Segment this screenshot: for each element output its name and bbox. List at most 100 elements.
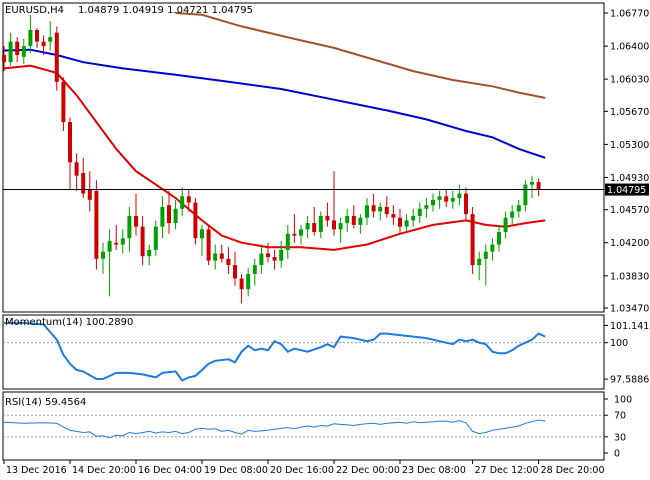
price-tick-label: 1.04200 bbox=[610, 238, 649, 249]
candle bbox=[411, 208, 416, 227]
momentum-line bbox=[4, 322, 546, 382]
price-panel-frame bbox=[2, 2, 605, 313]
candle-body bbox=[160, 206, 165, 227]
candle-body bbox=[490, 244, 495, 252]
candle bbox=[87, 171, 92, 212]
candle bbox=[477, 251, 482, 281]
candle-body bbox=[206, 229, 211, 261]
price-tick-label: 1.06400 bbox=[610, 42, 649, 53]
candle bbox=[239, 274, 244, 304]
candle bbox=[167, 190, 171, 234]
rsi-panel[interactable]: 100 70 30 0 RSI(14) 59.4564 bbox=[2, 391, 632, 461]
candle-body bbox=[371, 205, 376, 212]
candle bbox=[530, 175, 534, 199]
candle-body bbox=[398, 217, 402, 227]
candle bbox=[305, 215, 310, 239]
candle bbox=[35, 28, 39, 48]
momentum-y-axis: 101.141 100 97.5886 bbox=[604, 321, 649, 386]
candle bbox=[107, 229, 112, 297]
candle-body bbox=[384, 206, 389, 215]
candle bbox=[94, 180, 99, 270]
candlestick-series bbox=[2, 14, 541, 304]
candle bbox=[114, 224, 119, 250]
candle bbox=[213, 244, 218, 270]
candle-body bbox=[312, 223, 317, 233]
candle-body bbox=[35, 29, 39, 42]
candle bbox=[490, 238, 495, 261]
candle-body bbox=[140, 226, 145, 257]
candle-body bbox=[120, 238, 125, 245]
candle bbox=[180, 187, 185, 216]
price-tick-label: 1.05670 bbox=[610, 107, 649, 118]
candle-body bbox=[437, 196, 442, 200]
price-panel[interactable]: 1.06770 1.06400 1.06030 1.05670 1.05300 1.049… bbox=[2, 2, 649, 315]
momentum-tick-label: 97.5886 bbox=[610, 375, 649, 386]
candle-body bbox=[239, 278, 244, 290]
candle-body bbox=[153, 226, 158, 250]
momentum-tick-label: 100 bbox=[610, 338, 628, 349]
candle bbox=[457, 184, 462, 206]
momentum-panel[interactable]: 101.141 100 97.5886 Momentum(14) 100.2890 bbox=[2, 314, 649, 390]
candle-body bbox=[8, 41, 13, 63]
candle bbox=[206, 224, 211, 266]
current-price-label: 1.04795 bbox=[607, 185, 646, 196]
candle-body bbox=[180, 196, 185, 209]
candle bbox=[272, 249, 277, 270]
price-tick-label: 1.04570 bbox=[610, 205, 649, 216]
candle bbox=[81, 157, 86, 199]
candle-body bbox=[424, 205, 429, 209]
candle-body bbox=[21, 46, 26, 57]
candle-body bbox=[523, 184, 528, 206]
candle bbox=[398, 208, 402, 234]
candle bbox=[160, 196, 165, 239]
candle bbox=[417, 202, 422, 224]
candle bbox=[252, 258, 257, 286]
candle-body bbox=[378, 206, 383, 212]
candle bbox=[61, 77, 66, 131]
time-tick-label: 23 Dec 08:00 bbox=[402, 465, 466, 476]
candle-body bbox=[530, 181, 534, 185]
candle bbox=[74, 153, 79, 191]
rsi-tick-label: 0 bbox=[614, 449, 620, 460]
price-tick-label: 1.03830 bbox=[610, 271, 649, 282]
candle-body bbox=[292, 233, 297, 236]
candle-body bbox=[74, 162, 79, 176]
candle-body bbox=[325, 215, 330, 221]
candle-body bbox=[94, 190, 99, 259]
ohlc-header: 1.04879 1.04919 1.04721 1.04795 bbox=[78, 5, 253, 16]
candle-body bbox=[305, 223, 310, 230]
candle-body bbox=[81, 173, 86, 194]
candle bbox=[153, 220, 158, 257]
candle-body bbox=[516, 205, 521, 212]
candle bbox=[54, 26, 59, 91]
rsi-y-axis: 100 70 30 0 bbox=[604, 395, 632, 460]
candle bbox=[266, 242, 270, 263]
candle bbox=[464, 187, 468, 221]
candle bbox=[2, 46, 6, 72]
candle bbox=[325, 202, 330, 227]
candle bbox=[371, 193, 376, 218]
candle bbox=[444, 189, 449, 207]
candle-body bbox=[259, 253, 264, 266]
time-tick-label: 14 Dec 20:00 bbox=[72, 465, 136, 476]
candle-body bbox=[450, 198, 455, 202]
candle bbox=[299, 224, 303, 245]
price-tick-label: 1.05300 bbox=[610, 140, 649, 151]
candle bbox=[338, 217, 343, 243]
candle bbox=[332, 171, 336, 236]
candle bbox=[312, 206, 317, 236]
candle bbox=[516, 199, 521, 218]
candle-body bbox=[167, 205, 171, 224]
candle-body bbox=[457, 193, 462, 199]
candle bbox=[523, 180, 528, 212]
candle-body bbox=[101, 251, 105, 259]
candle bbox=[259, 244, 264, 275]
candle bbox=[127, 206, 132, 252]
momentum-panel-frame bbox=[2, 314, 605, 390]
candle bbox=[173, 199, 178, 230]
candle-body bbox=[279, 249, 284, 261]
candle-body bbox=[213, 253, 218, 261]
sma-slow-line bbox=[175, 12, 546, 99]
candle bbox=[120, 229, 125, 254]
